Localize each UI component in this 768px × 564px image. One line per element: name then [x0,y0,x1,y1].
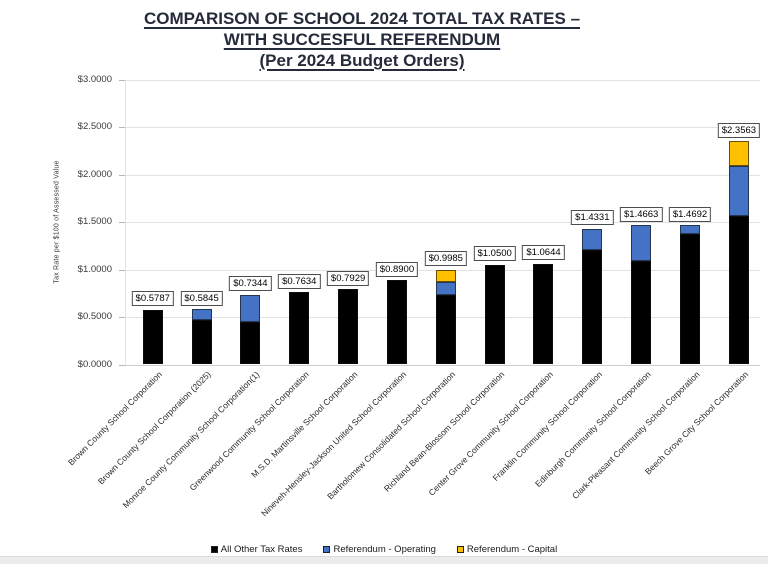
bar-segment-all-other [240,321,261,365]
bar-segment-referendum-operating [680,225,701,234]
bar-segment-all-other [386,280,407,365]
x-axis-line [125,364,760,366]
y-axis-tickmark [119,364,125,366]
bar-segment-all-other [484,264,505,365]
bar-segment-referendum-operating [631,225,652,262]
x-axis-label: Brown County School Corporation [66,369,165,468]
bar-segment-referendum-operating [728,166,749,217]
bar-total-label: $1.0644 [522,245,565,261]
y-tick-label: $3.0000 [77,74,112,85]
bar-total-label: $2.3563 [717,122,761,138]
y-tick-label: $1.0000 [77,263,112,275]
chart-title-line-1: COMPARISON OF SCHOOL 2024 TOTAL TAX RATE… [143,9,581,28]
chart-title-line-2: WITH SUCCESFUL REFERENDUM [223,30,501,49]
bar-total-label: $0.8900 [375,261,419,277]
bar-segment-all-other [680,233,701,365]
y-axis-tickmark [119,317,125,319]
bar-segment-referendum-operating [582,228,603,251]
bar-total-label: $0.5787 [131,291,174,307]
bar-total-label: $0.9985 [424,251,467,267]
bar-segment-referendum-operating [435,282,456,296]
legend-label: All Other Tax Rates [220,544,303,555]
bar-segment-all-other [533,263,554,365]
bar-segment-all-other [289,292,310,365]
bar-total-label: $1.4663 [620,206,663,222]
bar-total-label: $0.7344 [229,276,272,292]
legend-label: Referendum - Capital [466,544,558,555]
y-axis-tickmark [119,174,125,176]
y-axis-tickmark [119,269,125,271]
bar-segment-all-other [582,250,603,365]
chart-title-line-3: (Per 2024 Budget Orders) [259,51,465,70]
y-axis-tickmark [119,222,125,224]
bar-total-label: $1.4331 [571,210,614,226]
y-tick-label: $0.5000 [77,311,112,323]
chart-title: COMPARISON OF SCHOOL 2024 TOTAL TAX RATE… [0,8,724,71]
bar-segment-all-other [435,295,456,365]
bar-total-label: $1.4692 [668,206,712,222]
y-axis-tickmark [119,127,125,129]
bar-total-label: $0.5845 [180,290,223,306]
gridline [125,222,760,224]
bar-segment-referendum-capital [435,269,456,283]
legend: All Other Tax Rates Referendum - Operati… [0,544,768,555]
legend-swatch-gold-icon [456,546,464,553]
x-axis-label: Beech Grove City School Corporation [642,369,751,477]
bar-segment-all-other [191,319,212,365]
y-axis-title: Tax Rate per $100 of Assessed Value [53,160,61,284]
bar-segment-all-other [728,216,749,365]
bar-segment-all-other [142,309,163,365]
y-tick-label: $0.0000 [77,358,112,370]
bar-total-label: $1.0500 [473,246,516,262]
gridline [125,80,760,81]
bar-segment-all-other [631,261,652,365]
gridline [125,127,760,129]
legend-swatch-blue-icon [323,546,331,553]
y-axis-tickmark [119,80,125,81]
bar-segment-referendum-capital [728,141,749,167]
x-axis-label: M.S.D. Martinsville School Corporation [249,369,360,480]
legend-swatch-black-icon [210,546,218,553]
bar-segment-referendum-operating [191,309,212,320]
legend-label: Referendum - Operating [333,544,436,555]
bar-segment-referendum-operating [240,294,261,322]
legend-item-referendum-operating: Referendum - Operating [323,544,436,555]
legend-item-all-other-tax-rates: All Other Tax Rates [210,544,303,555]
legend-item-referendum-capital: Referendum - Capital [456,544,558,555]
y-tick-label: $1.5000 [77,216,112,228]
y-tick-label: $2.0000 [77,168,112,180]
y-axis-line [125,80,126,365]
bar-total-label: $0.7634 [278,273,321,289]
y-tick-label: $2.5000 [77,121,112,133]
gridline [125,174,760,176]
bottom-edge-strip [0,556,768,564]
bar-total-label: $0.7929 [326,270,370,286]
bar-segment-all-other [338,289,359,365]
